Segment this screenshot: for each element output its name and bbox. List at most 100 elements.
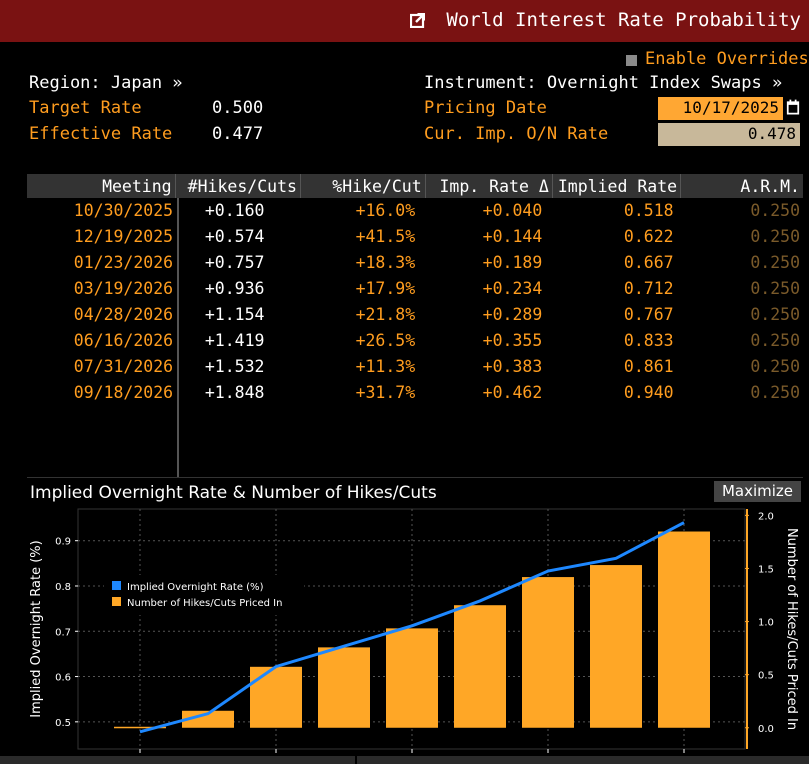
chart-title: Implied Overnight Rate & Number of Hikes… xyxy=(30,483,437,503)
bar-hikes-cuts xyxy=(250,666,302,728)
table-row[interactable]: 03/19/2026 +0.936 +17.9% +0.234 0.712 0.250 xyxy=(27,276,803,302)
cell-arm: 0.250 xyxy=(750,305,800,324)
legend-box xyxy=(104,575,304,615)
table-row[interactable]: 10/30/2025 +0.160 +16.0% +0.040 0.518 0.250 xyxy=(27,198,803,224)
cell-hikes-cuts: +1.154 xyxy=(204,305,265,324)
column-header-hikes-cuts[interactable]: #Hikes/Cuts xyxy=(175,174,301,198)
cell-implied-rate: 0.767 xyxy=(623,305,674,324)
column-divider xyxy=(177,198,179,478)
target-rate-label: Target Rate xyxy=(29,98,142,118)
cell-hikes-cuts: +1.419 xyxy=(204,331,265,350)
cell-implied-rate: 0.518 xyxy=(623,201,674,220)
maximize-button[interactable]: Maximize xyxy=(714,481,801,502)
instrument-selector[interactable]: Instrument: Overnight Index Swaps » xyxy=(424,73,783,93)
rate-chart: 0.50.60.70.80.90.00.51.01.52.0Current12/… xyxy=(29,508,799,753)
table-row[interactable]: 07/31/2026 +1.532 +11.3% +0.383 0.861 0.250 xyxy=(27,354,803,380)
cell-arm: 0.250 xyxy=(750,227,800,246)
bar-hikes-cuts xyxy=(522,577,574,728)
launch-icon[interactable] xyxy=(410,12,426,28)
cell-hikes-cuts: +1.532 xyxy=(204,357,265,376)
status-bar-separator xyxy=(355,756,357,764)
table-row[interactable]: 09/18/2026 +1.848 +31.7% +0.462 0.940 0.250 xyxy=(27,380,803,406)
column-header-arm[interactable]: A.R.M. xyxy=(740,176,800,196)
cell-imp-rate-delta: +0.289 xyxy=(482,305,543,324)
legend-label-line: Implied Overnight Rate (%) xyxy=(127,582,264,593)
status-bar xyxy=(0,756,809,764)
cur-imp-rate-label: Cur. Imp. O/N Rate xyxy=(424,124,609,144)
y-right-axis-title: Number of Hikes/Cuts Priced In xyxy=(784,528,799,730)
cell-arm: 0.250 xyxy=(750,331,800,350)
cell-meeting: 10/30/2025 xyxy=(73,201,174,220)
y-right-tick-label: 0.0 xyxy=(758,724,774,735)
cell-pct-hike-cut: +31.7% xyxy=(355,383,416,402)
line-implied-rate xyxy=(139,521,685,734)
cell-imp-rate-delta: +0.189 xyxy=(482,253,543,272)
cell-meeting: 06/16/2026 xyxy=(73,331,174,350)
column-header-meeting[interactable]: Meeting xyxy=(27,174,176,198)
bar-hikes-cuts xyxy=(590,565,642,728)
cell-hikes-cuts: +0.160 xyxy=(204,201,265,220)
table-row[interactable]: 01/23/2026 +0.757 +18.3% +0.189 0.667 0.250 xyxy=(27,250,803,276)
legend-swatch-bar xyxy=(112,597,121,606)
bar-hikes-cuts xyxy=(318,647,370,728)
cell-arm: 0.250 xyxy=(750,383,800,402)
y-tick-label: 0.8 xyxy=(55,582,71,593)
cell-hikes-cuts: +0.936 xyxy=(204,279,265,298)
table-bottom-line xyxy=(27,477,803,478)
legend-swatch-line xyxy=(112,581,121,590)
table-row[interactable]: 06/16/2026 +1.419 +26.5% +0.355 0.833 0.250 xyxy=(27,328,803,354)
cur-imp-rate-field: 0.478 xyxy=(658,123,800,146)
y-tick-label: 0.6 xyxy=(55,673,71,684)
cell-imp-rate-delta: +0.462 xyxy=(482,383,543,402)
bar-hikes-cuts xyxy=(114,726,166,729)
cell-implied-rate: 0.712 xyxy=(623,279,674,298)
column-header-imp-rate-delta[interactable]: Imp. Rate Δ xyxy=(425,174,553,198)
enable-overrides-checkbox[interactable] xyxy=(626,55,637,66)
legend-label-bar: Number of Hikes/Cuts Priced In xyxy=(127,598,282,609)
cell-meeting: 07/31/2026 xyxy=(73,357,174,376)
y-tick-label: 0.5 xyxy=(55,718,71,729)
bar-hikes-cuts xyxy=(454,605,506,728)
cell-meeting: 01/23/2026 xyxy=(73,253,174,272)
window-title: World Interest Rate Probability xyxy=(446,9,801,31)
cell-pct-hike-cut: +26.5% xyxy=(355,331,416,350)
cell-arm: 0.250 xyxy=(750,201,800,220)
y-right-tick-label: 0.5 xyxy=(758,671,774,682)
bar-hikes-cuts xyxy=(658,531,710,728)
cell-implied-rate: 0.833 xyxy=(623,331,674,350)
rate-table: Meeting #Hikes/Cuts %Hike/Cut Imp. Rate Δ Im… xyxy=(27,174,803,406)
cell-hikes-cuts: +1.848 xyxy=(204,383,265,402)
effective-rate-label: Effective Rate xyxy=(29,124,173,144)
cell-imp-rate-delta: +0.383 xyxy=(482,357,543,376)
calendar-icon[interactable] xyxy=(786,99,800,116)
table-header-row: Meeting #Hikes/Cuts %Hike/Cut Imp. Rate Δ Im… xyxy=(27,174,803,198)
cell-imp-rate-delta: +0.234 xyxy=(482,279,543,298)
table-row[interactable]: 12/19/2025 +0.574 +41.5% +0.144 0.622 0.250 xyxy=(27,224,803,250)
pricing-date-label: Pricing Date xyxy=(424,98,547,118)
region-selector[interactable]: Region: Japan » xyxy=(29,73,183,93)
cell-implied-rate: 0.622 xyxy=(623,227,674,246)
bar-hikes-cuts xyxy=(182,710,234,728)
cell-pct-hike-cut: +17.9% xyxy=(355,279,416,298)
table-row[interactable]: 04/28/2026 +1.154 +21.8% +0.289 0.767 0.250 xyxy=(27,302,803,328)
y-right-tick-label: 1.0 xyxy=(758,618,774,629)
cell-hikes-cuts: +0.574 xyxy=(204,227,265,246)
cell-imp-rate-delta: +0.040 xyxy=(482,201,543,220)
cell-meeting: 03/19/2026 xyxy=(73,279,174,298)
enable-overrides-label[interactable]: Enable Overrides xyxy=(645,49,809,69)
y-right-tick-label: 2.0 xyxy=(758,511,774,522)
title-bar xyxy=(0,0,809,42)
cell-pct-hike-cut: +21.8% xyxy=(355,305,416,324)
cell-arm: 0.250 xyxy=(750,357,800,376)
cell-imp-rate-delta: +0.144 xyxy=(482,227,543,246)
cell-meeting: 04/28/2026 xyxy=(73,305,174,324)
pricing-date-input[interactable]: 10/17/2025 xyxy=(658,97,783,120)
cell-pct-hike-cut: +18.3% xyxy=(355,253,416,272)
bar-hikes-cuts xyxy=(386,628,438,728)
effective-rate-value: 0.477 xyxy=(212,124,264,144)
column-header-pct-hike-cut[interactable]: %Hike/Cut xyxy=(300,174,426,198)
cell-meeting: 12/19/2025 xyxy=(73,227,174,246)
column-header-implied-rate[interactable]: Implied Rate xyxy=(552,174,682,198)
cell-implied-rate: 0.940 xyxy=(623,383,674,402)
cell-imp-rate-delta: +0.355 xyxy=(482,331,543,350)
